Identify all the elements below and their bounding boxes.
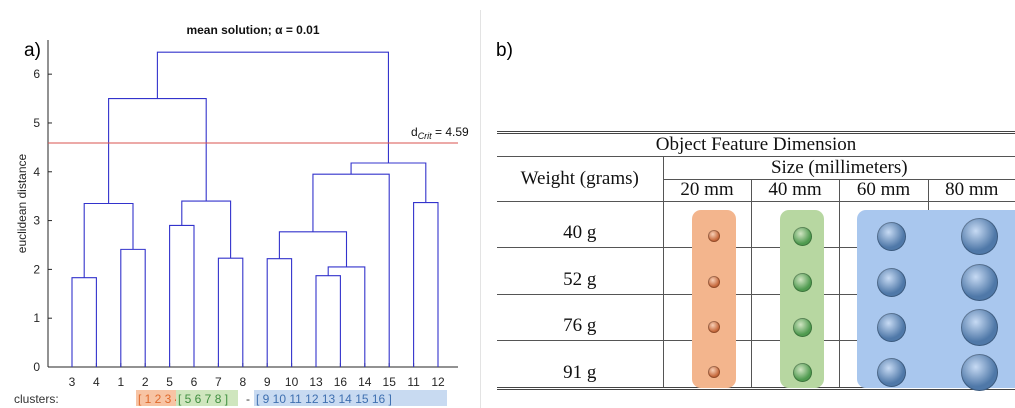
- size-col-20: 20 mm: [662, 178, 751, 202]
- leaf-label: 16: [334, 375, 348, 389]
- dendrogram-link: [312, 173, 390, 367]
- leaf-label: 15: [383, 375, 397, 389]
- leaf-label: 5: [166, 375, 173, 389]
- panel-b-label: b): [496, 40, 513, 61]
- cluster-legend-box: [254, 390, 447, 406]
- dendrogram-link: [181, 200, 232, 259]
- clusters-legend-prefix: clusters:: [14, 392, 59, 406]
- y-tick-label: 2: [33, 262, 40, 276]
- y-tick-label: 6: [33, 67, 40, 81]
- leaf-label: 8: [239, 375, 246, 389]
- table-row: 91 g: [497, 340, 1015, 390]
- dendrogram-link: [315, 275, 341, 367]
- dendrogram-link: [413, 201, 439, 367]
- table-row: 52 g: [497, 247, 1015, 295]
- leaf-label: 4: [93, 375, 100, 389]
- dendrogram-link: [350, 162, 427, 203]
- leaf-label: 9: [264, 375, 271, 389]
- cluster-legend-separator: -: [246, 392, 250, 406]
- panel-divider: [480, 10, 481, 408]
- dendrogram-link: [108, 98, 207, 204]
- leaf-label: 2: [142, 375, 149, 389]
- dendrogram-link: [83, 202, 134, 278]
- weight-row-label: 40 g: [497, 200, 663, 248]
- cluster-legend-group: [ 5 6 7 8 ]: [178, 392, 228, 406]
- y-tick-label: 4: [33, 165, 40, 179]
- dendrogram-link: [327, 266, 366, 367]
- feature-table: Object Feature Dimension Weight (grams) …: [497, 130, 1015, 390]
- leaf-label: 3: [69, 375, 76, 389]
- table-title: Object Feature Dimension: [497, 130, 1015, 157]
- cluster-legend-group: [ 1 2 3 4 ]: [138, 392, 188, 406]
- cluster-legend-group: [ 9 10 11 12 13 14 15 16 ]: [256, 392, 392, 406]
- table-row: 76 g: [497, 293, 1015, 341]
- leaf-label: 13: [309, 375, 323, 389]
- y-tick-label: 0: [33, 360, 40, 374]
- chart-title: mean solution; α = 0.01: [186, 23, 319, 37]
- dendrogram-link: [169, 224, 195, 367]
- size-col-60: 60 mm: [838, 178, 928, 202]
- dendrogram-link: [71, 277, 97, 367]
- dendrogram-link: [120, 248, 146, 367]
- y-tick-label: 5: [33, 116, 40, 130]
- cluster-legend-box: [136, 390, 188, 406]
- size-col-80: 80 mm: [927, 178, 1015, 202]
- weight-header: Weight (grams): [497, 156, 663, 202]
- y-axis-label: euclidean distance: [15, 153, 29, 253]
- cluster-legend-box: [176, 390, 238, 406]
- leaf-label: 12: [431, 375, 445, 389]
- size-header: Size (millimeters): [662, 156, 1015, 180]
- leaf-label: 6: [191, 375, 198, 389]
- dendrogram-link: [266, 258, 293, 367]
- size-col-40: 40 mm: [750, 178, 839, 202]
- leaf-label: 7: [215, 375, 222, 389]
- weight-row-label: 76 g: [497, 293, 663, 341]
- leaf-label: 14: [358, 375, 372, 389]
- leaf-label: 10: [285, 375, 299, 389]
- dendrogram-link: [278, 231, 348, 267]
- y-tick-label: 1: [33, 311, 40, 325]
- panel-a-label: a): [24, 40, 41, 61]
- dendrogram-link: [156, 51, 389, 163]
- dendrogram-link: [217, 257, 244, 367]
- weight-row-label: 52 g: [497, 247, 663, 295]
- leaf-label: 11: [407, 375, 420, 389]
- table-row: 40 g: [497, 200, 1015, 248]
- weight-row-label: 91 g: [497, 340, 663, 390]
- threshold-label: dCrit = 4.59: [411, 125, 469, 141]
- y-tick-label: 3: [33, 214, 40, 228]
- leaf-label: 1: [117, 375, 124, 389]
